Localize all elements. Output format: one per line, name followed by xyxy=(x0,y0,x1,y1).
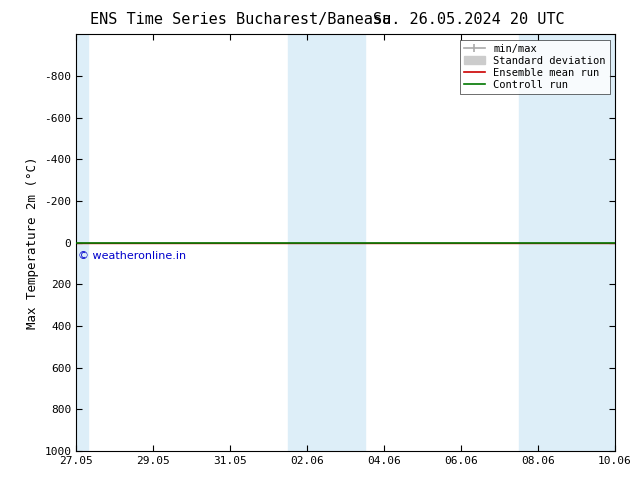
Text: ENS Time Series Bucharest/Baneasa: ENS Time Series Bucharest/Baneasa xyxy=(91,12,391,27)
Legend: min/max, Standard deviation, Ensemble mean run, Controll run: min/max, Standard deviation, Ensemble me… xyxy=(460,40,610,94)
Bar xyxy=(288,34,365,451)
Text: Su. 26.05.2024 20 UTC: Su. 26.05.2024 20 UTC xyxy=(373,12,565,27)
Bar xyxy=(519,34,615,451)
Text: © weatheronline.in: © weatheronline.in xyxy=(78,251,186,261)
Bar xyxy=(76,34,87,451)
Y-axis label: Max Temperature 2m (°C): Max Temperature 2m (°C) xyxy=(25,156,39,329)
